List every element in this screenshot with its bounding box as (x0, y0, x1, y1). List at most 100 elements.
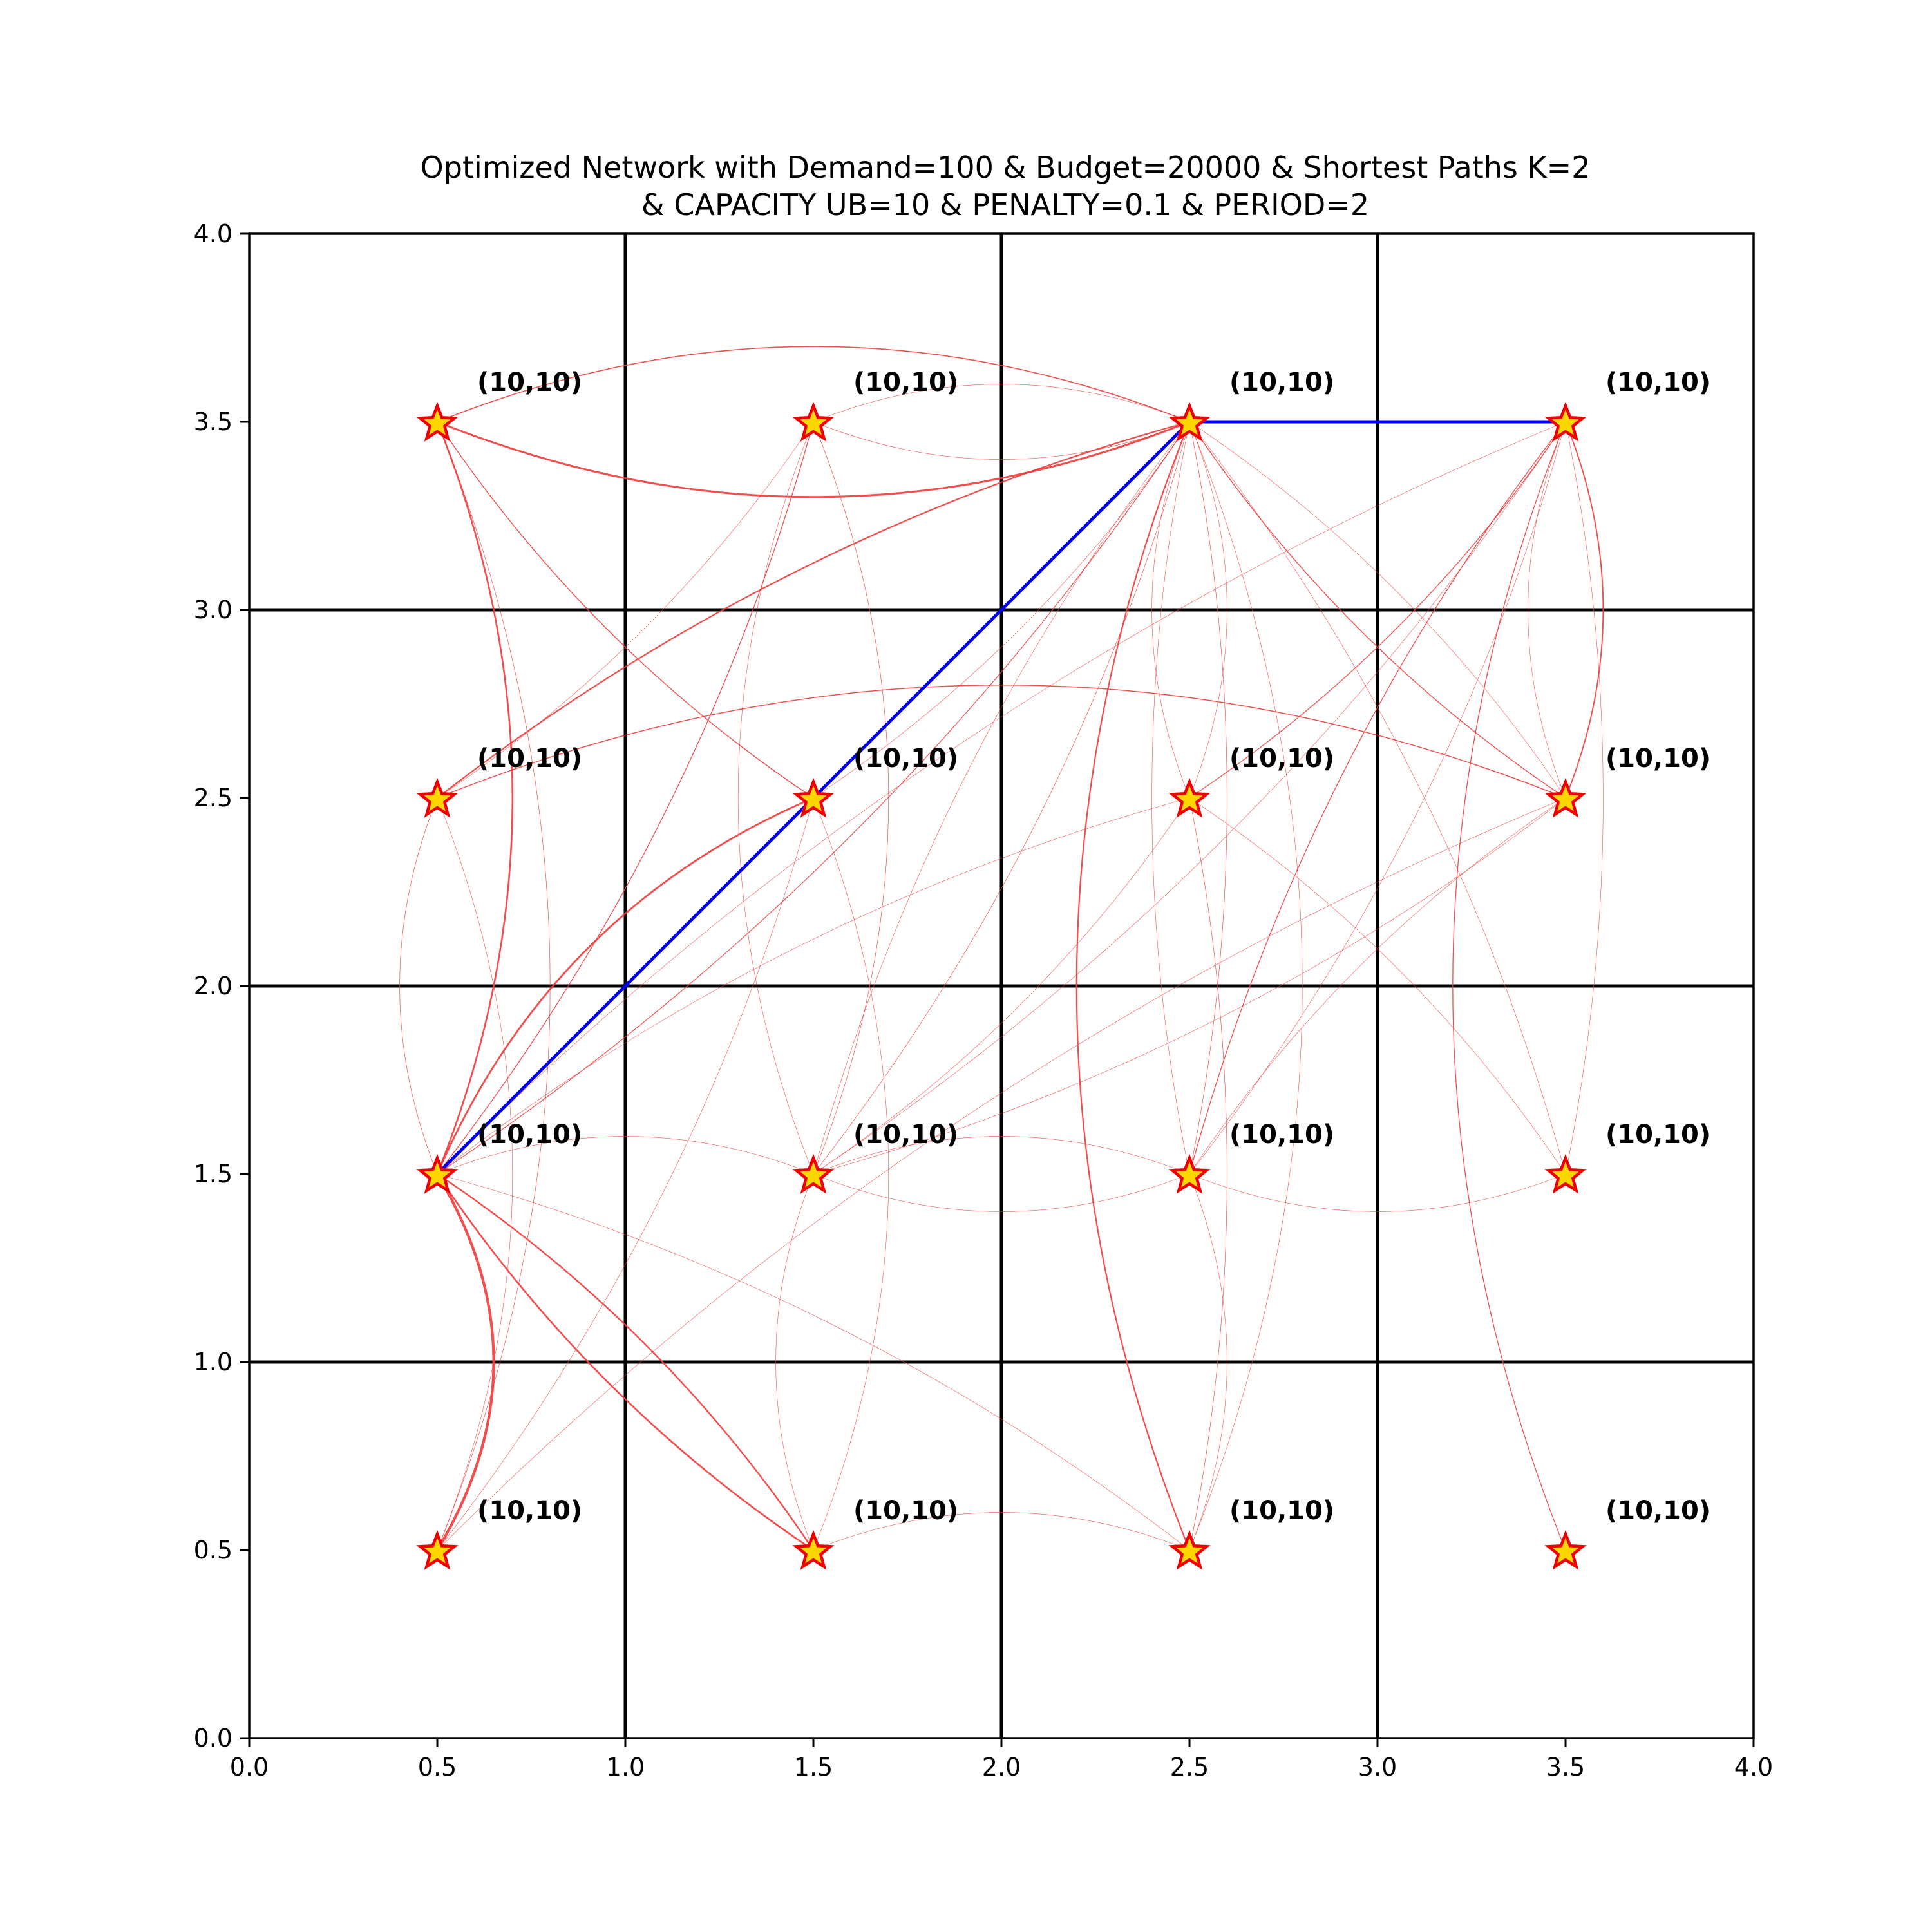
node-label: (10,10) (1229, 1496, 1334, 1526)
network-arc (436, 1173, 814, 1551)
network-arc (775, 1173, 814, 1551)
network-arc (437, 421, 814, 799)
network-arc (1189, 421, 1227, 1175)
network-arc (1189, 421, 1566, 799)
network-arc (813, 421, 889, 1175)
network-arc (1452, 421, 1566, 1551)
network-arc (1189, 421, 1566, 1175)
network-arc (437, 1173, 1190, 1551)
node-star-marker (1544, 1153, 1587, 1194)
y-tick-label: 3.5 (194, 408, 232, 436)
network-arc (737, 421, 814, 1175)
chart-title-line2: & CAPACITY UB=10 & PENALTY=0.1 & PERIOD=… (641, 187, 1369, 222)
network-arc (1189, 421, 1566, 1175)
network-arc (1189, 421, 1566, 799)
node-star-marker (1168, 777, 1211, 818)
network-arc (437, 421, 814, 799)
network-arc (1189, 421, 1566, 1175)
node-star-marker (792, 777, 835, 818)
chart-title-line1: Optimized Network with Demand=100 & Budg… (421, 150, 1591, 185)
node-label: (10,10) (1605, 744, 1710, 773)
node-star-marker (792, 1530, 835, 1570)
node-label: (10,10) (1229, 1120, 1334, 1150)
node-label: (10,10) (1605, 1120, 1710, 1150)
network-arc (437, 1173, 814, 1551)
network-arc (813, 1512, 1190, 1551)
network-arc (437, 346, 1190, 422)
network-arc (813, 421, 1190, 1175)
node-star-marker (1168, 1530, 1211, 1570)
network-arc (1189, 797, 1227, 1551)
network-arc (437, 421, 1190, 498)
network-arc (437, 797, 1190, 1175)
network-arc (813, 384, 1190, 422)
network-arc (813, 1136, 1190, 1175)
y-tick-label: 2.0 (194, 972, 232, 1000)
y-tick-label: 3.0 (194, 596, 232, 624)
node-star-marker (416, 401, 459, 442)
node-label: (10,10) (1605, 368, 1710, 397)
network-arc (437, 797, 513, 1551)
network-arc (437, 421, 1566, 1175)
network-arc (1189, 421, 1303, 1551)
y-tick-label: 0.5 (194, 1536, 232, 1564)
node-star-marker (1544, 1530, 1587, 1570)
y-tick-label: 4.0 (194, 220, 232, 248)
node-labels: (10,10) (10,10) (10,10) (10,10) (10,10) (10,1… (477, 368, 1710, 1526)
axis-ticks: 0.0 0.5 1.0 1.5 2.0 2.5 3.0 3.5 4.0 0.0 0.5 1.0 1.5 2… (194, 220, 1774, 1781)
network-arc (1151, 421, 1190, 799)
node-label: (10,10) (477, 1496, 582, 1526)
network-arc (813, 421, 1190, 460)
network-arc (436, 797, 814, 1175)
network-nodes (416, 401, 1587, 1570)
network-arc (399, 797, 438, 1175)
network-arc (1151, 421, 1190, 1175)
node-label: (10,10) (477, 744, 582, 773)
node-star-marker (792, 401, 835, 442)
node-label: (10,10) (477, 368, 582, 397)
network-arc (813, 421, 1190, 799)
node-star-marker (1544, 401, 1587, 442)
network-arc (1189, 421, 1227, 799)
node-label: (10,10) (1605, 1496, 1710, 1526)
network-arc (813, 1173, 1190, 1212)
node-star-marker (416, 1530, 459, 1570)
network-arc (437, 797, 814, 1551)
network-arc (1565, 421, 1604, 799)
network-arc (437, 421, 814, 1175)
node-label: (10,10) (1229, 744, 1334, 773)
network-arcs (399, 346, 1604, 1551)
y-tick-label: 0.0 (194, 1724, 232, 1752)
network-arc (813, 421, 1566, 1175)
node-star-marker (1168, 1153, 1211, 1194)
x-tick-label: 4.0 (1734, 1753, 1773, 1781)
network-arc (1565, 421, 1604, 1175)
y-tick-label: 2.5 (194, 784, 232, 812)
network-arc (1189, 1173, 1227, 1551)
node-star-marker (792, 1153, 835, 1194)
x-tick-label: 2.0 (982, 1753, 1021, 1781)
node-label: (10,10) (477, 1120, 582, 1150)
network-arc (1189, 797, 1566, 1175)
node-star-marker (416, 777, 459, 818)
network-arc (1075, 421, 1191, 1551)
network-arc (437, 421, 1190, 799)
node-label: (10,10) (853, 368, 958, 397)
y-tick-label: 1.0 (194, 1348, 232, 1376)
network-arc (1528, 421, 1566, 799)
network-arc (437, 421, 551, 1551)
network-arc (1189, 1173, 1566, 1212)
network-arc (436, 421, 514, 1175)
y-tick-label: 1.5 (194, 1160, 232, 1188)
node-label: (10,10) (853, 1496, 958, 1526)
network-arc (1189, 797, 1566, 1175)
node-label: (10,10) (853, 1120, 958, 1150)
x-tick-label: 1.0 (606, 1753, 645, 1781)
network-arc (437, 685, 1566, 799)
node-star-marker (416, 1153, 459, 1194)
x-tick-label: 3.5 (1546, 1753, 1585, 1781)
network-arc (437, 421, 1190, 1175)
x-tick-label: 1.5 (794, 1753, 833, 1781)
